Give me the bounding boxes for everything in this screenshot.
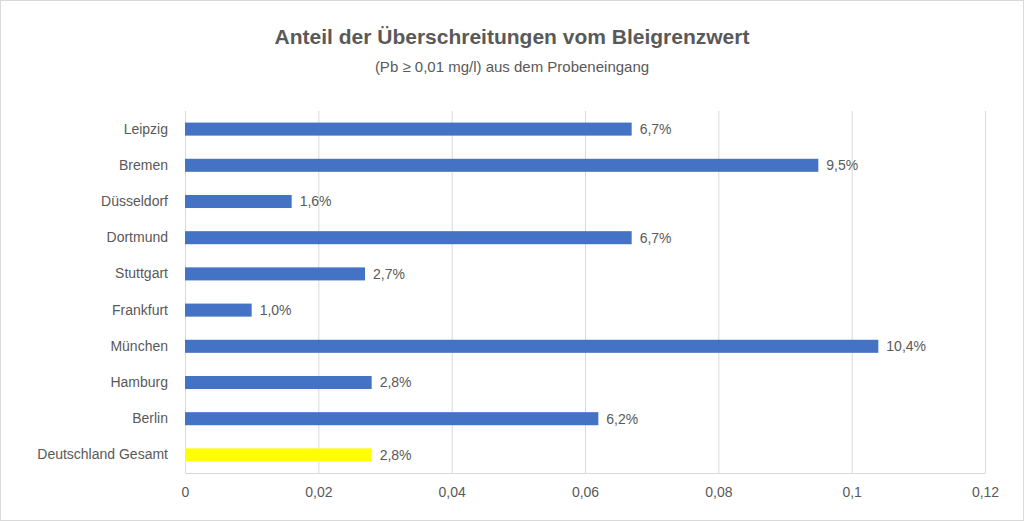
tick-label: 0,12 — [972, 484, 999, 500]
x-axis: 0 0,02 0,04 0,06 0,08 0,1 0,12 — [182, 111, 1000, 500]
bar — [185, 159, 818, 172]
tick: Hamburg — [110, 374, 185, 390]
tick: 0,12 — [972, 111, 999, 500]
bar — [185, 123, 632, 136]
data-label: 6,7% — [640, 230, 672, 246]
tick-label: 0,04 — [439, 484, 466, 500]
tick-label: 0 — [182, 484, 190, 500]
bar — [185, 340, 878, 353]
title: Anteil der Überschreitungen vom Bleigren… — [275, 25, 750, 48]
category-label: Dortmund — [107, 229, 168, 245]
data-label: 9,5% — [826, 157, 858, 173]
bar — [185, 267, 365, 280]
data-label: 6,2% — [606, 411, 638, 427]
category-label: Berlin — [132, 410, 168, 426]
tick: Deutschland Gesamt — [37, 446, 185, 462]
tick: Leipzig — [124, 121, 185, 137]
tick-label: 0,08 — [705, 484, 732, 500]
data-label: 2,7% — [373, 266, 405, 282]
chart: Anteil der Überschreitungen vom Bleigren… — [0, 0, 1024, 521]
tick: Dortmund — [107, 229, 185, 245]
tick-label: 0,06 — [572, 484, 599, 500]
category-label: Leipzig — [124, 121, 168, 137]
bar — [185, 195, 292, 208]
grid-line — [985, 111, 986, 473]
data-label: 1,0% — [260, 302, 292, 318]
bar — [185, 231, 632, 244]
bar — [185, 304, 252, 317]
tick: Frankfurt — [112, 302, 185, 318]
bar — [185, 376, 372, 389]
tick: München — [110, 338, 185, 354]
data-label: 2,8% — [380, 447, 412, 463]
category-label: München — [110, 338, 168, 354]
tick-label: 0,1 — [842, 484, 862, 500]
bars — [185, 123, 878, 462]
tick: Berlin — [132, 410, 185, 426]
bar — [185, 448, 372, 461]
data-label: 1,6% — [300, 193, 332, 209]
category-label: Düsseldorf — [101, 193, 168, 209]
subtitle: (Pb ≥ 0,01 mg/l) aus dem Probeneingang — [375, 58, 649, 75]
tick: Bremen — [119, 157, 185, 173]
background — [1, 1, 1024, 521]
data-labels: 6,7% 9,5% 1,6% 6,7% 2,7% 1,0% 10,4% 2,8% 6,2% 2,8… — [260, 121, 926, 463]
category-label: Frankfurt — [112, 302, 168, 318]
data-label: 2,8% — [380, 374, 412, 390]
category-label: Bremen — [119, 157, 168, 173]
bar — [185, 412, 598, 425]
data-label: 6,7% — [640, 121, 672, 137]
y-axis: Leipzig Bremen Düsseldorf Dortmund Stuttgart… — [37, 121, 185, 463]
tick: Stuttgart — [115, 265, 185, 281]
data-label: 10,4% — [886, 338, 926, 354]
tick: Düsseldorf — [101, 193, 185, 209]
category-label: Hamburg — [110, 374, 168, 390]
tick-label: 0,02 — [305, 484, 332, 500]
category-label: Deutschland Gesamt — [37, 446, 168, 462]
axis-line — [186, 473, 986, 474]
category-label: Stuttgart — [115, 265, 168, 281]
